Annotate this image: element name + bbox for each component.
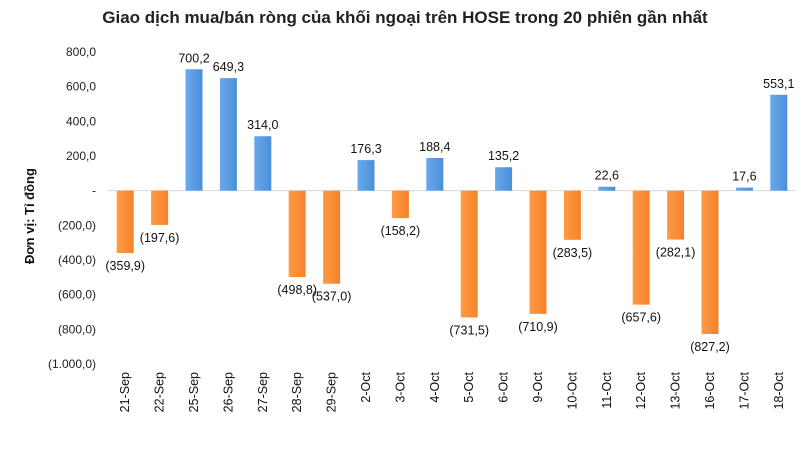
bar	[219, 78, 237, 191]
bar	[116, 190, 134, 254]
bar	[323, 190, 341, 284]
bar	[288, 190, 306, 278]
data-label: (657,6)	[621, 311, 661, 325]
bar	[151, 190, 169, 225]
data-label: 314,0	[247, 118, 278, 132]
data-label: (731,5)	[449, 323, 489, 337]
x-tick-label: 17-Oct	[737, 371, 751, 409]
x-tick-label: 10-Oct	[565, 371, 579, 409]
data-label: (158,2)	[381, 224, 421, 238]
x-tick-label: 28-Sep	[290, 372, 304, 412]
y-tick-label: 400,0	[66, 114, 96, 128]
bar	[770, 94, 788, 191]
data-label: 188,4	[419, 140, 450, 154]
bar	[701, 190, 719, 335]
data-label: (283,5)	[553, 246, 593, 260]
data-label: (282,1)	[656, 246, 696, 260]
data-label: (710,9)	[518, 320, 558, 334]
x-tick-label: 5-Oct	[462, 371, 476, 402]
x-tick-label: 3-Oct	[393, 371, 407, 402]
y-tick-label: (800,0)	[58, 322, 96, 336]
x-tick-label: 22-Sep	[153, 372, 167, 412]
x-tick-label: 6-Oct	[497, 371, 511, 402]
y-tick-label: (600,0)	[58, 288, 96, 302]
x-tick-label: 26-Sep	[221, 372, 235, 412]
bar	[495, 167, 513, 191]
data-label: (537,0)	[312, 290, 352, 304]
bar	[460, 190, 478, 318]
data-label: 176,3	[350, 142, 381, 156]
bar	[185, 69, 203, 191]
x-tick-label: 29-Sep	[325, 372, 339, 412]
bar	[529, 190, 547, 314]
x-tick-label: 9-Oct	[531, 371, 545, 402]
bar	[254, 136, 272, 191]
x-tick-label: 11-Oct	[600, 371, 614, 408]
y-tick-label: (200,0)	[58, 218, 96, 232]
y-tick-label: (400,0)	[58, 253, 96, 267]
x-tick-label: 16-Oct	[703, 371, 717, 409]
bar	[426, 158, 444, 191]
bar	[391, 190, 409, 219]
y-tick-label: -	[92, 184, 96, 198]
x-tick-label: 12-Oct	[634, 371, 648, 409]
y-axis-label: Đơn vị: Tỉ đồng	[22, 168, 37, 264]
data-label: (827,2)	[690, 340, 730, 354]
bar	[667, 190, 685, 240]
data-label: 135,2	[488, 149, 519, 163]
x-tick-label: 21-Sep	[118, 372, 132, 412]
data-label: (197,6)	[140, 231, 180, 245]
data-label: (359,9)	[105, 259, 145, 273]
y-tick-label: 200,0	[66, 149, 96, 163]
x-tick-label: 13-Oct	[669, 371, 683, 409]
chart-title: Giao dịch mua/bán ròng của khối ngoại tr…	[102, 8, 708, 27]
bar	[598, 186, 616, 191]
bar	[735, 187, 753, 191]
bar	[357, 160, 375, 191]
bar	[563, 190, 581, 240]
y-tick-label: (1.000,0)	[48, 357, 96, 371]
data-label: 700,2	[178, 51, 209, 65]
bar	[632, 190, 650, 305]
data-label: 22,6	[595, 169, 619, 183]
y-tick-label: 600,0	[66, 80, 96, 94]
x-tick-label: 4-Oct	[428, 371, 442, 402]
x-tick-label: 2-Oct	[359, 371, 373, 402]
x-tick-label: 25-Sep	[187, 372, 201, 412]
data-label: 649,3	[213, 60, 244, 74]
data-label: 553,1	[763, 77, 794, 91]
x-tick-label: 18-Oct	[772, 371, 786, 409]
x-tick-label: 27-Sep	[256, 372, 270, 412]
data-label: 17,6	[732, 170, 756, 184]
y-tick-label: 800,0	[66, 45, 96, 59]
data-label: (498,8)	[277, 283, 317, 297]
